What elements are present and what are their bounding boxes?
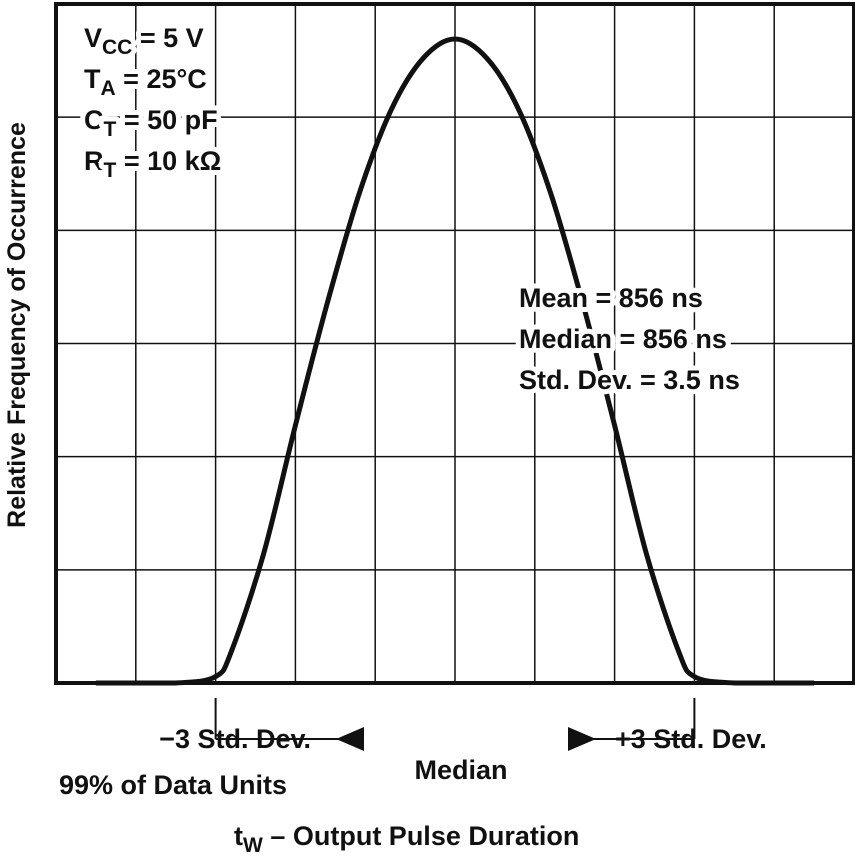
grid [56, 4, 854, 683]
coverage-label: 99% of Data Units [59, 770, 287, 800]
median-label: Median [414, 755, 507, 785]
y-axis-label: Relative Frequency of Occurrence [3, 122, 31, 528]
minus-3-std-dev-marker [214, 698, 364, 751]
plot-frame [54, 2, 855, 685]
left-arrow-icon [336, 727, 364, 751]
minus-3-std-dev-label: −3 Std. Dev. [159, 724, 311, 754]
distribution-curve [95, 36, 815, 686]
conditions-block: VCC = 5 V TA = 25°C CT = 50 pF RT = 10 k… [79, 18, 226, 187]
x-axis-label: tW – Output Pulse Duration [234, 821, 579, 857]
plus-3-std-dev-marker [568, 698, 696, 751]
condition-rt: RT = 10 kΩ [84, 146, 221, 182]
stat-std-dev: Std. Dev. = 3.5 ns [519, 365, 740, 395]
stat-median: Median = 856 ns [519, 324, 727, 354]
right-arrow-icon [568, 727, 596, 751]
statistics-block: Mean = 856 ns Median = 856 ns Std. Dev. … [514, 278, 745, 400]
condition-ct: CT = 50 pF [84, 105, 218, 141]
condition-vcc: VCC = 5 V [84, 23, 204, 59]
condition-ta: TA = 25°C [84, 64, 207, 100]
plus-3-std-dev-label: +3 Std. Dev. [615, 724, 767, 754]
stat-mean: Mean = 856 ns [519, 283, 703, 313]
